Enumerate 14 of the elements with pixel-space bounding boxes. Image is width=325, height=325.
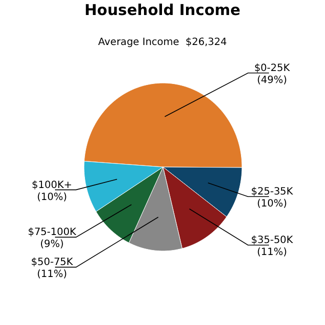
chart-subtitle: Average Income $26,324	[98, 37, 227, 48]
data-label: (11%)	[256, 247, 288, 258]
data-label: (49%)	[256, 74, 288, 86]
data-label: (9%)	[40, 239, 64, 250]
slice-label: $75-100K	[28, 227, 77, 238]
chart-title: Household Income	[84, 1, 240, 19]
slice-label: $0-25K	[254, 62, 290, 74]
data-label: (10%)	[256, 198, 288, 210]
data-label: (10%)	[36, 192, 68, 203]
data-label: (11%)	[36, 269, 68, 280]
slice-label: $100K+	[32, 180, 72, 191]
slice-label: $35-50K	[251, 235, 294, 246]
slice-label: $25-35K	[251, 186, 294, 198]
slice-label: $50-75K	[31, 257, 74, 268]
